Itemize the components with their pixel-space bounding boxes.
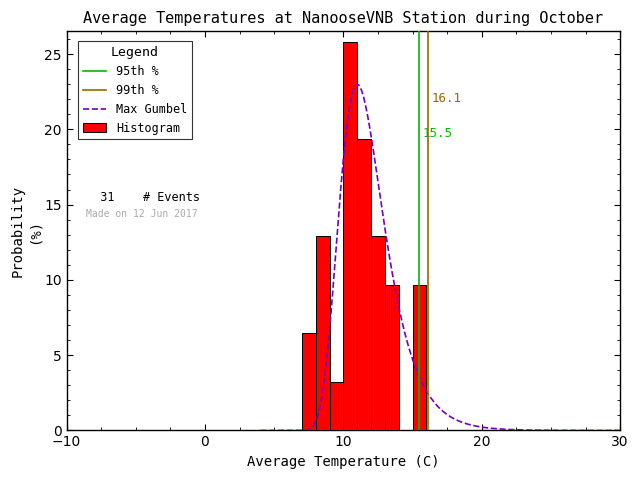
Bar xyxy=(302,333,316,431)
Bar xyxy=(385,285,399,431)
Text: 15.5: 15.5 xyxy=(423,127,453,140)
Bar xyxy=(357,139,371,431)
Bar xyxy=(343,42,357,431)
Text: 31    # Events: 31 # Events xyxy=(86,191,200,204)
Legend: 95th %, 99th %, Max Gumbel, Histogram: 95th %, 99th %, Max Gumbel, Histogram xyxy=(78,41,192,139)
Text: Made on 12 Jun 2017: Made on 12 Jun 2017 xyxy=(86,209,198,219)
Bar xyxy=(330,382,343,431)
Bar xyxy=(413,285,426,431)
Y-axis label: Probability
(%): Probability (%) xyxy=(11,185,42,277)
X-axis label: Average Temperature (C): Average Temperature (C) xyxy=(247,455,440,469)
Bar xyxy=(371,236,385,431)
Text: 16.1: 16.1 xyxy=(431,92,461,105)
Title: Average Temperatures at NanooseVNB Station during October: Average Temperatures at NanooseVNB Stati… xyxy=(83,11,604,26)
Bar xyxy=(316,236,330,431)
